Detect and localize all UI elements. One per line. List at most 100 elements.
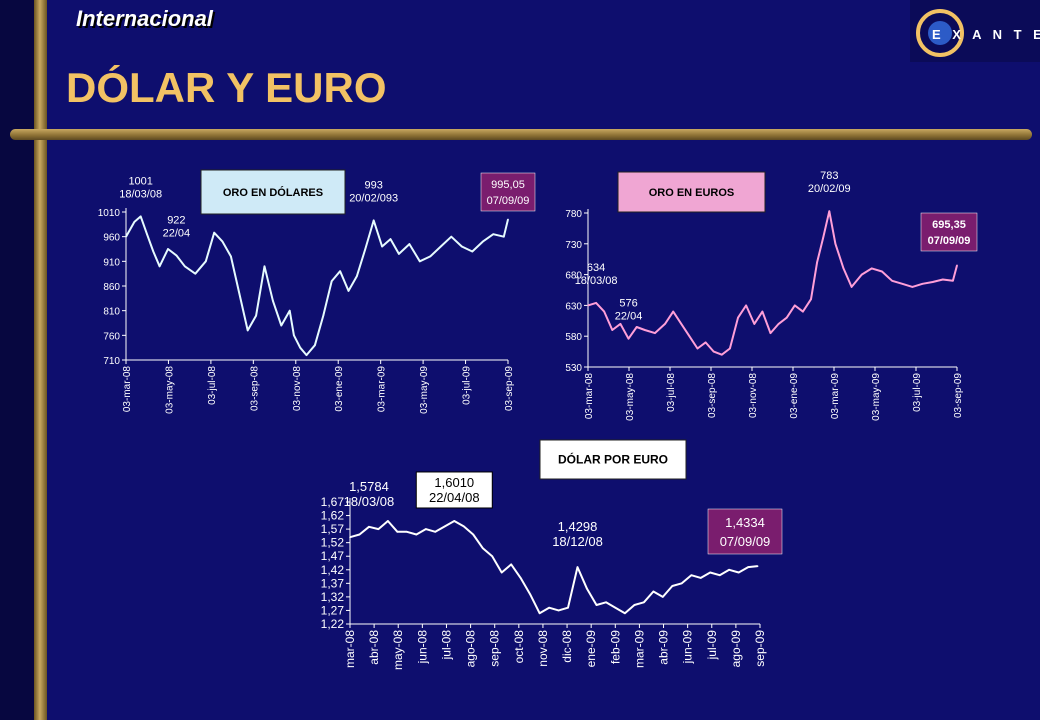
data-point [624,612,626,614]
data-point [729,347,731,350]
chart-title-box [539,439,687,480]
data-point [503,235,505,238]
data-point [860,273,863,276]
x-tick-label: ago-08 [464,630,478,668]
data-point [942,278,944,281]
y-tick-label: 1,42 [321,563,345,577]
x-tick-label: 03-mar-08 [122,366,133,413]
y-tick-label: 810 [103,307,120,318]
y-tick-label: 580 [565,332,582,343]
x-tick-label: 03-jul-09 [462,366,473,405]
data-point [443,525,446,528]
data-point [347,290,350,292]
data-point [643,329,646,331]
data-point [398,253,400,255]
y-tick-label: 1,67 [321,495,345,509]
annotation-box [415,471,493,509]
data-point [753,323,756,325]
data-point [671,585,674,587]
x-tick-label: 03-sep-08 [249,366,260,411]
data-point [194,272,197,275]
x-tick-label: oct-08 [512,630,526,664]
data-point [152,250,155,253]
data-point [721,353,723,356]
x-tick-label: feb-09 [608,630,622,664]
data-point [314,344,316,347]
x-tick-label: 03-nov-08 [292,366,303,411]
x-tick-label: abr-09 [657,630,671,665]
series-line [349,520,758,615]
data-point [737,316,739,319]
annotation-value: 1,5784 [349,479,389,494]
data-point [595,604,598,606]
x-tick-label: jun-08 [415,630,429,665]
data-point [471,250,474,253]
data-point [272,300,274,302]
data-point [406,531,408,533]
y-tick-label: 760 [103,331,120,342]
data-point [453,520,456,522]
data-point [587,304,589,307]
data-point [255,314,257,317]
data-point [481,547,484,549]
y-tick-label: 910 [103,257,120,268]
data-point [507,218,509,221]
chart-title: DÓLAR POR EURO [558,452,668,467]
data-point [822,236,824,239]
data-point [510,563,512,566]
data-point [901,283,904,285]
data-point [614,606,617,609]
data-point [709,571,712,574]
gold-vertical-bar [34,0,47,720]
data-point [349,536,351,539]
annotation-date: 22/04 [615,311,643,323]
annotation-date: 18/03/08 [119,188,162,200]
data-point [842,267,845,270]
current-value-box [920,212,978,252]
x-tick-label: abr-08 [367,630,381,665]
data-point [472,533,475,536]
data-point [756,565,759,567]
data-point [519,577,522,579]
data-point [389,238,392,240]
y-tick-label: 1,62 [321,509,345,523]
data-point [322,314,325,317]
data-point [500,571,503,574]
data-point [850,286,853,288]
data-point [183,265,186,268]
data-point [956,264,958,267]
y-tick-label: 730 [565,240,582,251]
data-point [387,520,389,522]
x-tick-label: 03-may-09 [871,373,882,421]
x-tick-label: 03-sep-08 [707,373,718,418]
data-point [415,533,418,536]
data-point [538,612,541,614]
data-point [358,533,361,536]
y-tick-label: 1,27 [321,603,345,617]
y-tick-label: 1,52 [321,536,345,550]
data-point [567,606,569,609]
data-point [952,279,954,282]
data-point [816,261,818,264]
data-point [381,245,383,248]
data-point [737,571,740,574]
x-tick-label: ene-09 [584,630,598,668]
data-point [696,347,699,350]
x-tick-label: sep-08 [488,630,502,667]
y-tick-label: 630 [565,301,582,312]
current-value: 1,4334 [725,515,765,530]
data-point [482,240,484,243]
annotation-date: 18/03/08 [344,494,395,509]
data-point [434,531,437,533]
y-tick-label: 680 [565,271,582,282]
data-point [440,245,442,248]
logo-dot [928,21,952,45]
x-tick-label: 03-sep-09 [953,373,964,418]
data-point [557,609,560,612]
x-tick-label: jul-08 [439,630,453,661]
data-point [802,310,804,313]
data-point [611,329,614,331]
chart-title-box [617,171,766,213]
data-point [745,304,747,307]
